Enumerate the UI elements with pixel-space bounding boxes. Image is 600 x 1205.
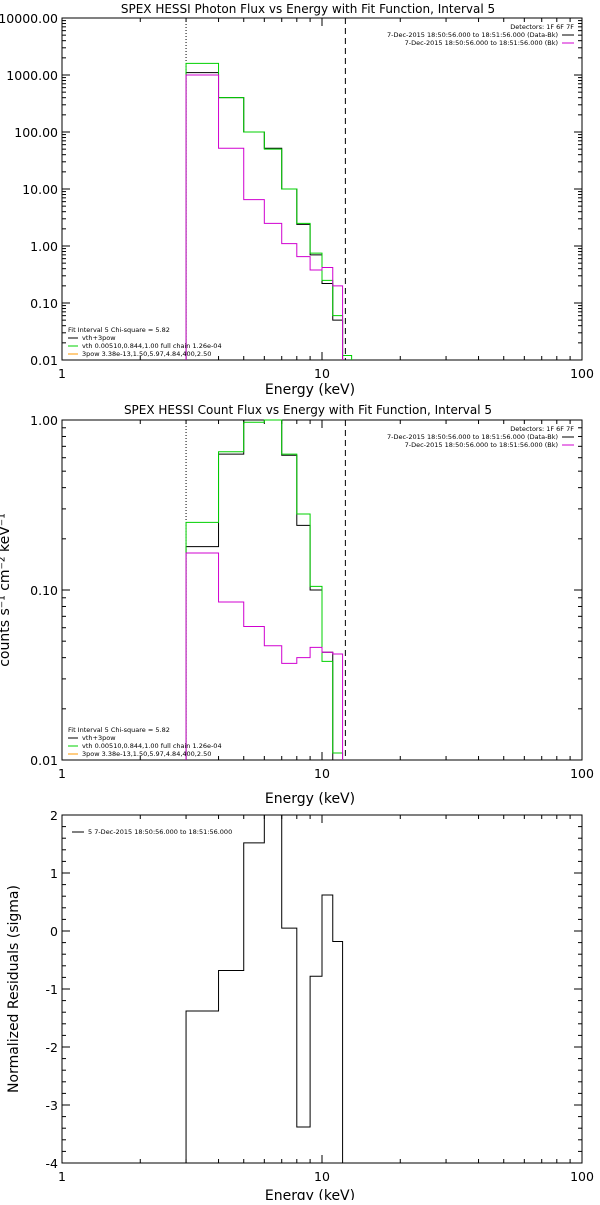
y-tick-label: 1.00 xyxy=(30,239,58,254)
x-tick-label: 100 xyxy=(570,1169,594,1184)
y-tick-label: 0.01 xyxy=(30,353,58,368)
y-axis-label: Normalized Residuals (sigma) xyxy=(6,885,22,1093)
y-tick-label: 1.00 xyxy=(30,413,58,428)
x-tick-label: 1 xyxy=(58,766,66,781)
fit-chi-square-text: Fit Interval 5 Chi-square = 5.82 xyxy=(68,726,170,734)
detectors-label: Detectors: 1F 6F 7F xyxy=(510,23,574,31)
panel-3: 1 10 100 Energy (keV) -4 -3 -2 -1 0 1 2 Normalized … xyxy=(6,808,594,1204)
y-tick-label: 0 xyxy=(50,924,58,939)
series-3-histogram xyxy=(185,552,344,760)
y-tick-label: 0.01 xyxy=(30,753,58,768)
series-2-histogram xyxy=(185,419,344,760)
fit-chi-square-text: Fit Interval 5 Chi-square = 5.82 xyxy=(68,326,170,334)
y-tick-label: 1 xyxy=(50,866,58,881)
residual-legend-text: 5 7-Dec-2015 18:50:56.000 to 18:51:56.00… xyxy=(88,828,232,836)
fit-legend-text: 3pow 3.38e-13,1.50,5.97,4.84,400,2.50 xyxy=(82,350,211,358)
panel-2: SPEX HESSI Count Flux vs Energy with Fit… xyxy=(0,403,594,807)
fit-legend-text: vth 0.00510,0.844,1.00 full chain 1.26e-… xyxy=(82,742,222,750)
chart-title: SPEX HESSI Photon Flux vs Energy with Fi… xyxy=(121,2,495,16)
x-axis-label: Energy (keV) xyxy=(265,382,355,398)
chart-title: SPEX HESSI Count Flux vs Energy with Fit… xyxy=(124,403,492,417)
fit-legend-text: vth+3pow xyxy=(82,334,116,342)
y-tick-label: 2 xyxy=(50,808,58,823)
interval-legend-text: 7-Dec-2015 18:50:56.000 to 18:51:56.000 … xyxy=(405,39,558,47)
x-tick-label: 1 xyxy=(58,1169,66,1184)
y-tick-label: 0.10 xyxy=(30,296,58,311)
interval-legend-text: 7-Dec-2015 18:50:56.000 to 18:51:56.000 … xyxy=(387,31,558,39)
interval-legend-text: 7-Dec-2015 18:50:56.000 to 18:51:56.000 … xyxy=(405,441,558,449)
y-tick-label: -1 xyxy=(46,982,58,997)
plot-frame xyxy=(61,814,583,1164)
y-tick-label: 10000.00 xyxy=(0,11,58,26)
x-tick-label: 10 xyxy=(314,766,330,781)
plot-frame xyxy=(61,17,583,361)
y-tick-label: 10.00 xyxy=(22,182,58,197)
series-1-histogram xyxy=(185,419,343,761)
x-tick-label: 10 xyxy=(314,366,330,381)
y-tick-label: 1000.00 xyxy=(6,68,58,83)
series-3-histogram xyxy=(185,74,344,360)
interval-legend-text: 7-Dec-2015 18:50:56.000 to 18:51:56.000 … xyxy=(387,433,558,441)
x-tick-label: 100 xyxy=(570,366,594,381)
series-2-histogram xyxy=(185,62,353,360)
y-tick-label: 0.10 xyxy=(30,583,58,598)
y-tick-label: -2 xyxy=(46,1040,58,1055)
fit-legend-text: vth 0.00510,0.844,1.00 full chain 1.26e-… xyxy=(82,342,222,350)
fit-legend-text: vth+3pow xyxy=(82,734,116,742)
y-tick-label: 100.00 xyxy=(14,125,58,140)
y-tick-label: -4 xyxy=(46,1156,59,1171)
panel-1: SPEX HESSI Photon Flux vs Energy with Fi… xyxy=(0,2,594,398)
x-axis-label: Energy (keV) xyxy=(265,1188,355,1200)
detectors-label: Detectors: 1F 6F 7F xyxy=(510,425,574,433)
x-tick-label: 1 xyxy=(58,366,66,381)
x-axis-label: Energy (keV) xyxy=(265,791,355,807)
x-tick-label: 10 xyxy=(314,1169,330,1184)
y-axis-label: counts s⁻¹ cm⁻² keV⁻¹ xyxy=(0,513,13,667)
fit-legend-text: 3pow 3.38e-13,1.50,5.97,4.84,400,2.50 xyxy=(82,750,211,758)
x-tick-label: 100 xyxy=(570,766,594,781)
series-1-histogram xyxy=(185,814,344,1163)
y-tick-label: -3 xyxy=(46,1098,58,1113)
